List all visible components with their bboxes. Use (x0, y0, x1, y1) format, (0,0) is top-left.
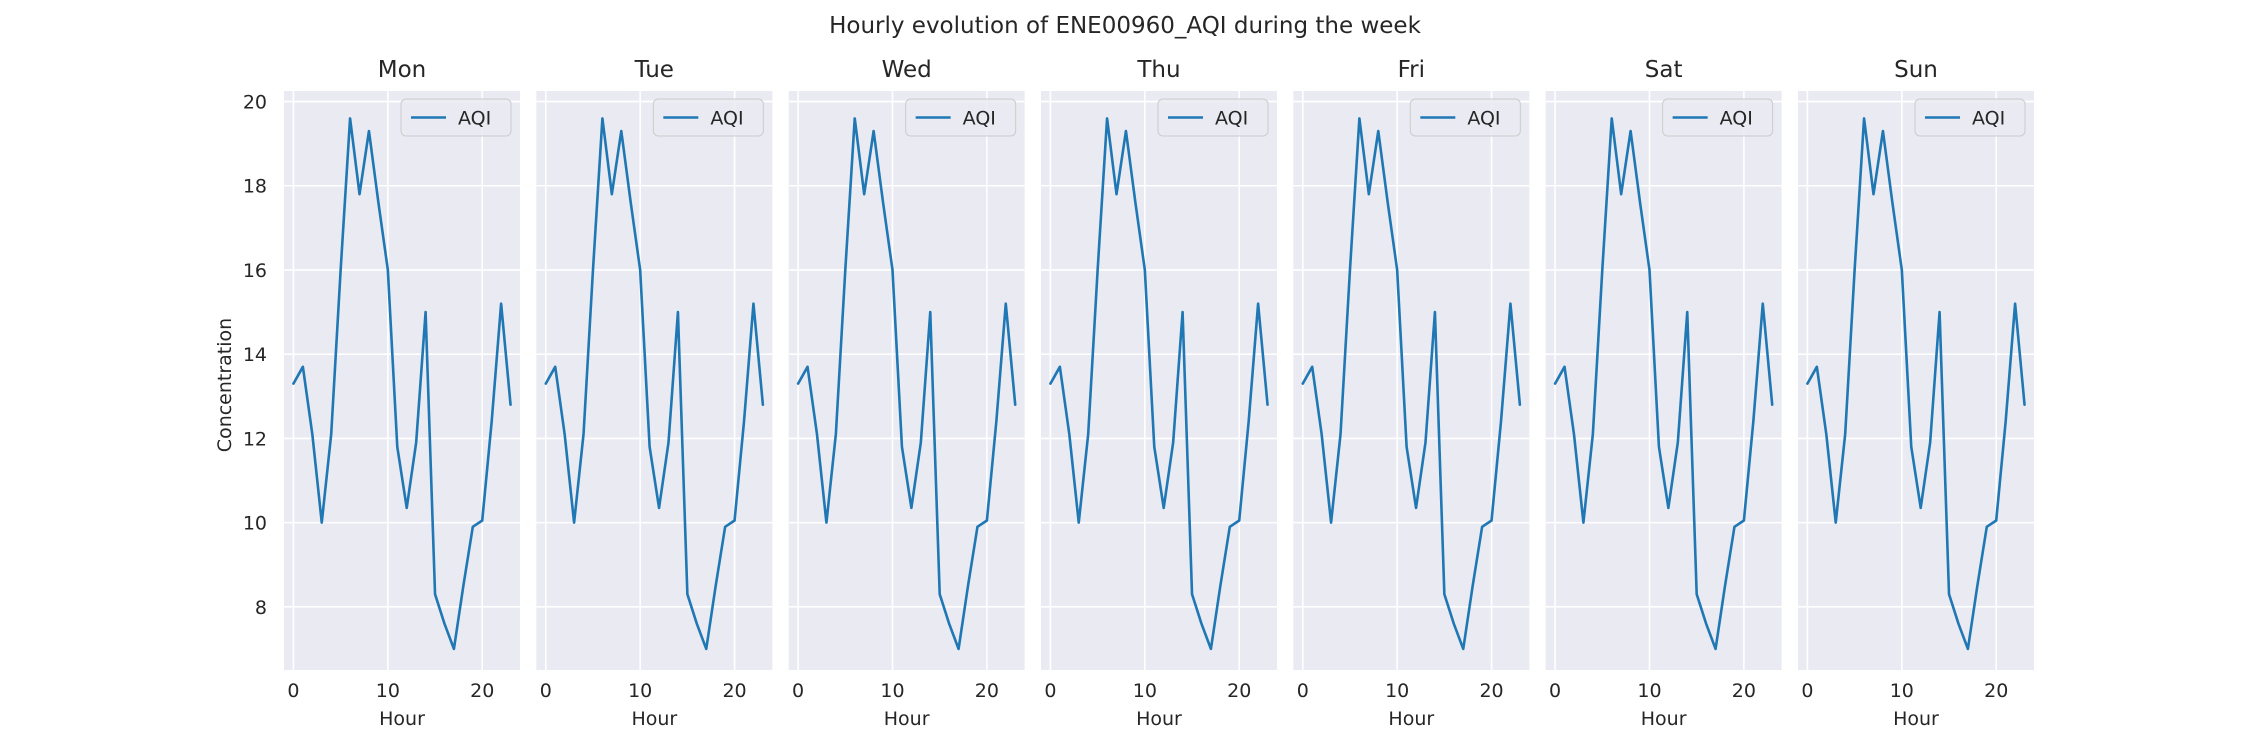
legend-box (905, 98, 1017, 137)
panel-title-mon: Mon (378, 57, 427, 83)
y-tick-label: 18 (243, 176, 267, 198)
x-tick-label: 10 (376, 680, 400, 702)
legend-label: AQI (1215, 108, 1248, 130)
x-axis-label: Hour (379, 708, 425, 730)
series-line-fri (1301, 117, 1522, 651)
legend-tue: AQI (652, 98, 764, 137)
legend-thu: AQI (1157, 98, 1269, 137)
panel-mon: Mon 0 10 20 Hour 8 10 12 14 16 18 20 AQI (243, 57, 520, 730)
panels-group: Mon 0 10 20 Hour 8 10 12 14 16 18 20 AQI Tue 0 10 20 Hour… (243, 57, 2034, 730)
panel-thu: Thu 0 10 20 Hour AQI (1040, 57, 1277, 730)
legend-sun: AQI (1914, 98, 2026, 137)
x-axis-label: Hour (631, 708, 677, 730)
x-axis-label: Hour (1893, 708, 1939, 730)
x-tick-label: 10 (1385, 680, 1409, 702)
legend-mon: AQI (400, 98, 512, 137)
legend-fri: AQI (1409, 98, 1521, 137)
x-tick-label: 0 (1549, 680, 1561, 702)
x-tick-label: 20 (722, 680, 746, 702)
x-tick-label: 20 (1732, 680, 1756, 702)
plot-area-fri (1293, 91, 1530, 670)
x-axis-label: Hour (1641, 708, 1687, 730)
x-tick-label: 10 (1637, 680, 1661, 702)
panel-title-fri: Fri (1398, 57, 1425, 83)
y-tick-label: 20 (243, 92, 267, 114)
x-tick-label: 0 (792, 680, 804, 702)
panel-wed: Wed 0 10 20 Hour AQI (788, 57, 1025, 730)
plot-area-thu (1040, 91, 1277, 670)
x-tick-label: 0 (1297, 680, 1309, 702)
y-tick-label: 12 (243, 428, 267, 450)
legend-label: AQI (458, 108, 491, 130)
legend-label: AQI (1972, 108, 2005, 130)
series-line-wed (796, 117, 1017, 651)
panel-title-thu: Thu (1136, 57, 1180, 83)
panel-title-tue: Tue (634, 57, 674, 83)
chart-title: Hourly evolution of ENE00960_AQI during … (829, 13, 1422, 39)
x-tick-label: 10 (628, 680, 652, 702)
legend-label: AQI (710, 108, 743, 130)
x-tick-label: 0 (540, 680, 552, 702)
panel-title-sat: Sat (1645, 57, 1683, 83)
legend-box (1662, 98, 1774, 137)
series-line-sun (1806, 117, 2026, 651)
y-axis-label: Concentration (214, 318, 236, 452)
legend-sat: AQI (1662, 98, 1774, 137)
panel-tue: Tue 0 10 20 Hour AQI (536, 57, 773, 730)
panel-fri: Fri 0 10 20 Hour AQI (1293, 57, 1530, 730)
series-line-mon (292, 117, 512, 651)
x-tick-label: 20 (1227, 680, 1251, 702)
legend-box (1914, 98, 2026, 137)
plot-area-sun (1797, 91, 2034, 670)
x-tick-label: 10 (880, 680, 904, 702)
legend-box (1409, 98, 1521, 137)
y-tick-label: 16 (243, 260, 267, 282)
series-line-tue (544, 117, 765, 651)
legend-label: AQI (1467, 108, 1500, 130)
x-axis-label: Hour (884, 708, 930, 730)
x-tick-label: 10 (1133, 680, 1157, 702)
panel-title-wed: Wed (882, 57, 932, 83)
legend-label: AQI (1720, 108, 1753, 130)
series-line-thu (1049, 117, 1269, 651)
x-tick-label: 0 (1801, 680, 1813, 702)
legend-box (1157, 98, 1269, 137)
panel-title-sun: Sun (1894, 57, 1938, 83)
panel-sun: Sun 0 10 20 Hour AQI (1797, 57, 2034, 730)
panel-sat: Sat 0 10 20 Hour AQI (1545, 57, 1782, 730)
legend-box (400, 98, 512, 137)
x-tick-label: 10 (1890, 680, 1914, 702)
x-tick-label: 20 (1984, 680, 2008, 702)
legend-box (652, 98, 764, 137)
x-axis-label: Hour (1388, 708, 1434, 730)
x-axis-label: Hour (1136, 708, 1182, 730)
x-tick-label: 20 (1479, 680, 1503, 702)
legend-label: AQI (963, 108, 996, 130)
y-tick-label: 10 (243, 513, 267, 535)
plot-area-mon (284, 91, 520, 670)
plot-area-sat (1545, 91, 1782, 670)
legend-wed: AQI (905, 98, 1017, 137)
series-line-sat (1553, 117, 1774, 651)
plot-area-wed (788, 91, 1025, 670)
x-tick-label: 0 (287, 680, 299, 702)
y-tick-label: 8 (255, 597, 267, 619)
y-tick-label: 14 (243, 344, 267, 366)
x-tick-label: 20 (470, 680, 494, 702)
x-tick-label: 0 (1044, 680, 1056, 702)
plot-area-tue (536, 91, 773, 670)
x-tick-label: 20 (975, 680, 999, 702)
